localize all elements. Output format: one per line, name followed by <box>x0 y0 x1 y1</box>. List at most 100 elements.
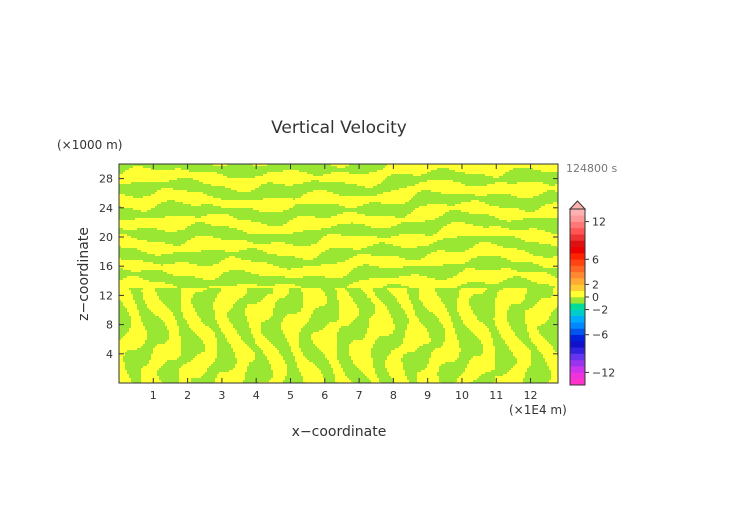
field-cell <box>141 290 156 293</box>
field-cell <box>365 186 374 189</box>
field-cell <box>419 318 440 321</box>
field-cell <box>119 170 126 173</box>
field-cell <box>119 272 168 275</box>
field-cell <box>329 248 354 251</box>
field-cell <box>333 192 384 195</box>
field-cell <box>263 250 326 253</box>
field-cell <box>147 334 170 337</box>
field-cell <box>119 254 156 257</box>
field-cell <box>217 342 230 345</box>
field-cell <box>445 332 456 335</box>
field-cell <box>419 320 440 323</box>
y-tick-label: 4 <box>106 348 113 361</box>
field-cell <box>319 368 334 371</box>
field-cell <box>119 262 154 265</box>
field-cell <box>263 352 280 355</box>
field-cell <box>373 244 394 247</box>
field-cell <box>517 248 558 251</box>
field-cell <box>221 238 322 241</box>
field-cell <box>181 352 202 355</box>
field-cell <box>313 310 340 313</box>
field-cell <box>243 340 256 343</box>
field-cell <box>167 306 182 309</box>
field-cell <box>255 354 266 357</box>
field-cell <box>181 292 196 295</box>
field-cell <box>327 234 342 237</box>
field-cell <box>247 306 276 309</box>
field-cell <box>201 250 226 253</box>
field-cell <box>327 300 340 303</box>
field-cell <box>181 290 204 293</box>
field-cell <box>181 306 194 309</box>
field-cell <box>457 358 472 361</box>
field-cell <box>215 318 230 321</box>
field-cell <box>123 358 152 361</box>
field-cell <box>175 262 190 265</box>
field-cell <box>421 190 432 193</box>
field-cell <box>155 288 182 291</box>
colorbar-label: −2 <box>592 304 608 317</box>
field-cell <box>389 372 406 375</box>
field-cell <box>215 300 238 303</box>
field-cell <box>443 324 454 327</box>
field-cell <box>175 316 184 319</box>
field-cell <box>243 230 304 233</box>
field-cell <box>285 184 294 187</box>
field-cell <box>469 260 512 263</box>
field-cell <box>125 368 142 371</box>
field-cell <box>403 364 428 367</box>
colorbar-label: 2 <box>592 278 599 291</box>
field-cell <box>165 230 178 233</box>
field-cell <box>367 328 396 331</box>
field-cell <box>399 256 426 259</box>
field-cell <box>213 236 324 239</box>
field-cell <box>119 358 124 361</box>
field-cell <box>359 280 504 283</box>
field-cell <box>439 380 458 383</box>
field-cell <box>283 330 302 333</box>
field-cell <box>497 326 512 329</box>
field-cell <box>371 352 392 355</box>
field-cell <box>231 308 246 311</box>
field-cell <box>287 314 312 317</box>
field-cell <box>277 300 304 303</box>
field-cell <box>523 380 550 383</box>
field-cell <box>247 320 266 323</box>
field-cell <box>207 370 230 373</box>
field-cell <box>459 342 482 345</box>
field-cell <box>223 332 238 335</box>
field-cell <box>439 216 496 219</box>
field-cell <box>395 328 408 331</box>
field-cell <box>275 284 296 287</box>
field-cell <box>329 322 352 325</box>
field-cell <box>507 258 558 261</box>
field-cell <box>291 268 354 271</box>
colorbar-level <box>570 227 585 235</box>
field-cell <box>375 310 390 313</box>
field-cell <box>501 268 512 271</box>
field-cell <box>365 292 376 295</box>
y-tick-label: 16 <box>99 260 113 273</box>
field-cell <box>119 216 166 219</box>
field-cell <box>385 360 402 363</box>
field-cell <box>335 378 350 381</box>
field-cell <box>457 298 470 301</box>
field-cell <box>345 374 366 377</box>
field-cell <box>335 380 352 383</box>
field-cell <box>363 338 378 341</box>
field-cell <box>411 300 422 303</box>
field-cell <box>327 302 340 305</box>
field-cell <box>399 234 426 237</box>
field-cell <box>429 334 446 337</box>
field-cell <box>181 296 194 299</box>
field-cell <box>221 330 238 333</box>
field-cell <box>127 350 154 353</box>
field-cell <box>191 378 216 381</box>
field-cell <box>435 218 500 221</box>
field-cell <box>509 308 530 311</box>
field-cell <box>367 294 376 297</box>
field-cell <box>473 294 498 297</box>
field-cell <box>337 338 364 341</box>
field-cell <box>401 344 424 347</box>
field-cell <box>191 360 216 363</box>
